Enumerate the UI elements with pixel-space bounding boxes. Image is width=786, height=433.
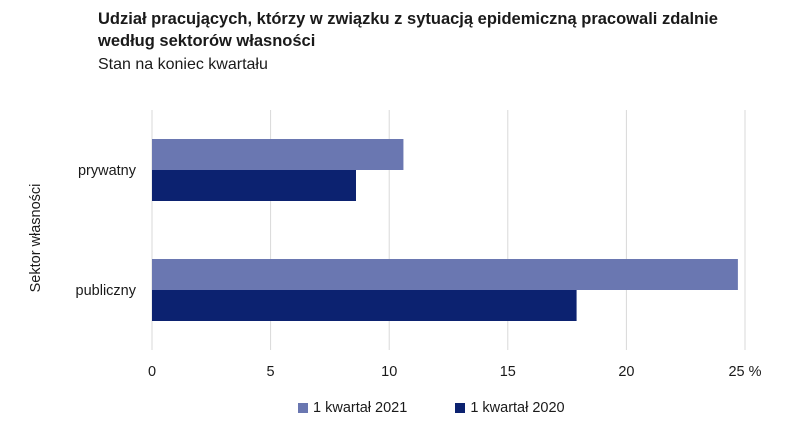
- y-category-label: publiczny: [76, 283, 137, 299]
- bar: [152, 139, 404, 170]
- x-tick-label: 20: [618, 364, 634, 380]
- x-tick-label: 0: [148, 364, 156, 380]
- legend-item-2021: 1 kwartał 2021: [298, 400, 407, 416]
- y-category-label: prywatny: [78, 163, 137, 179]
- y-axis-title: Sektor własności: [28, 184, 44, 293]
- bar-chart: 0 5 10 15 20 25 % prywatny publiczny Sektor włas…: [28, 110, 762, 380]
- x-tick-label: 15: [500, 364, 516, 380]
- legend-label-2021: 1 kwartał 2021: [313, 400, 408, 416]
- legend-swatch-2021: [298, 403, 308, 413]
- x-tick-label: 25 %: [728, 364, 761, 380]
- chart-title: Udział pracujących, którzy w związku z s…: [98, 10, 718, 50]
- chart-subtitle: Stan na koniec kwartału: [98, 56, 268, 73]
- bar: [152, 290, 577, 321]
- legend-item-2020: 1 kwartał 2020: [455, 400, 565, 416]
- x-tick-label: 10: [381, 364, 397, 380]
- legend: 1 kwartał 2021 1 kwartał 2020: [298, 400, 613, 416]
- x-tick-label: 5: [267, 364, 275, 380]
- legend-swatch-2020: [455, 403, 466, 413]
- legend-label-2020: 1 kwartał 2020: [470, 400, 565, 416]
- bar: [152, 259, 738, 290]
- bar: [152, 170, 356, 201]
